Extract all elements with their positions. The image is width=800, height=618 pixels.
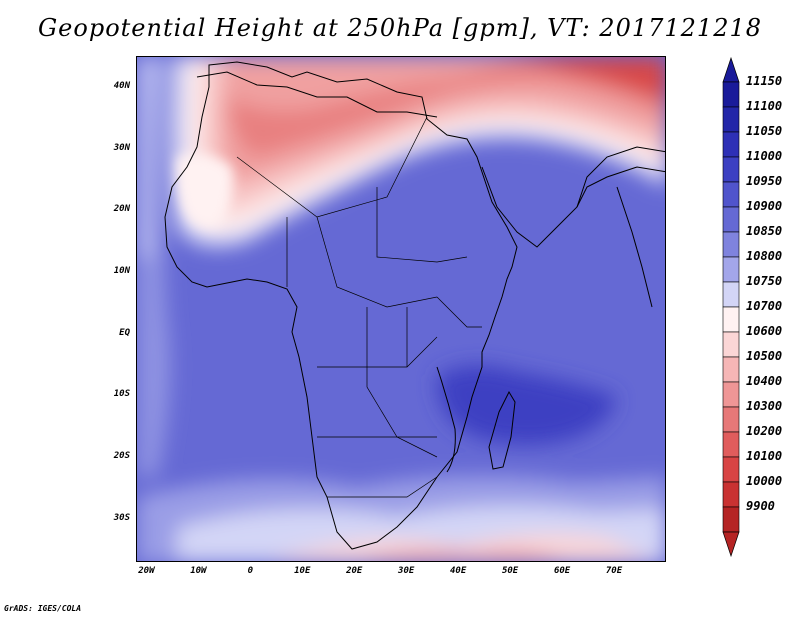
legend-color-box [722,431,740,458]
legend-color-box [722,256,740,283]
legend-color-box [722,506,740,533]
legend-value-label: 10750 [746,274,783,288]
legend-value-label: 11000 [746,149,783,163]
lon-tick-label: 40E [450,566,467,576]
lat-tick-label: 20N [113,204,130,215]
lon-tick-label: 20E [346,566,363,576]
africa-coastline [164,61,518,550]
border-sahara-1 [236,116,428,218]
border-sahel-1 [316,216,438,308]
legend-top-arrow [722,56,740,83]
south-band-10500 [363,549,563,561]
coastlines [164,61,665,550]
chart-title: Geopotential Height at 250hPa [gpm], VT:… [38,14,762,42]
border-east-2 [436,296,482,328]
legend-value-label: 10700 [746,299,783,313]
legend-value-label: 9900 [746,499,775,513]
legend-color-box [722,81,740,108]
legend-color-box [722,106,740,133]
lon-tick-label: 30E [398,566,415,576]
legend-value-label: 10950 [746,174,783,188]
border-chad-sudan [376,187,468,263]
legend-color-box [722,131,740,158]
south-band-10600 [272,534,653,561]
lat-tick-label: 30N [113,142,130,153]
legend-value-label: 10300 [746,399,783,413]
legend-color-box [722,331,740,358]
legend-color-box [722,281,740,308]
north-band-10500 [207,57,665,183]
geopotential-height-map [137,57,665,561]
mozambique-channel [436,366,456,473]
legend-value-label: 10000 [746,474,783,488]
madagascar-coastline [488,390,516,470]
legend-color-box [722,481,740,508]
southern-high-11000 [437,365,617,445]
legend-color-box [722,406,740,433]
lat-tick-label: 20S [113,451,130,462]
legend-value-label: 10850 [746,224,783,238]
grads-credit: GrADS: IGES/COLA [4,604,82,613]
india-coastline [616,186,653,308]
legend-color-box [722,456,740,483]
legend-value-label: 11150 [746,74,783,88]
legend-color-box [722,181,740,208]
north-band-10400 [227,57,665,157]
lon-tick-label: 0 [247,566,254,576]
north-band-10200 [517,57,665,102]
legend-bottom-arrow [722,531,740,558]
legend-color-box [722,206,740,233]
lon-tick-label: 60E [553,566,571,576]
legend-color-box [722,306,740,333]
border-southern-2 [327,476,438,498]
legend-color-box [722,356,740,383]
cold-trough [176,153,233,228]
legend-value-label: 10900 [746,199,783,213]
legend-value-label: 10100 [746,449,783,463]
legend-value-label: 10500 [746,349,783,363]
height-field [137,57,665,561]
legend-value-label: 11050 [746,124,783,138]
lon-tick-label: 50E [501,566,519,576]
legend-value-label: 11100 [746,99,783,113]
map-plot-area [136,56,666,562]
lon-tick-label: 10E [294,566,311,576]
lon-tick-label: 20W [138,566,155,576]
lat-tick-label: 30S [113,512,130,523]
lat-tick-label: EQ [119,327,130,338]
legend-value-label: 10200 [746,424,783,438]
lon-tick-label: 10W [190,566,207,576]
legend-value-label: 10400 [746,374,783,388]
legend-value-label: 10800 [746,249,783,263]
color-legend [722,56,740,558]
arabia-coastline [481,166,665,248]
lat-tick-label: 40N [113,80,130,91]
legend-color-boxes [722,81,740,533]
west-band-10800 [137,57,159,257]
legend-color-box [722,381,740,408]
border-central-1 [366,307,438,458]
country-borders [236,116,482,498]
west-africa-trough [176,153,233,228]
legend-color-box [722,231,740,258]
lat-tick-label: 10S [113,389,130,400]
legend-value-label: 10600 [746,324,783,338]
mediterranean-coastline [196,71,438,118]
lon-tick-label: 70E [605,566,623,576]
persian-gulf-coastline [576,146,665,208]
lat-tick-label: 10N [113,265,130,276]
legend-color-box [722,156,740,183]
